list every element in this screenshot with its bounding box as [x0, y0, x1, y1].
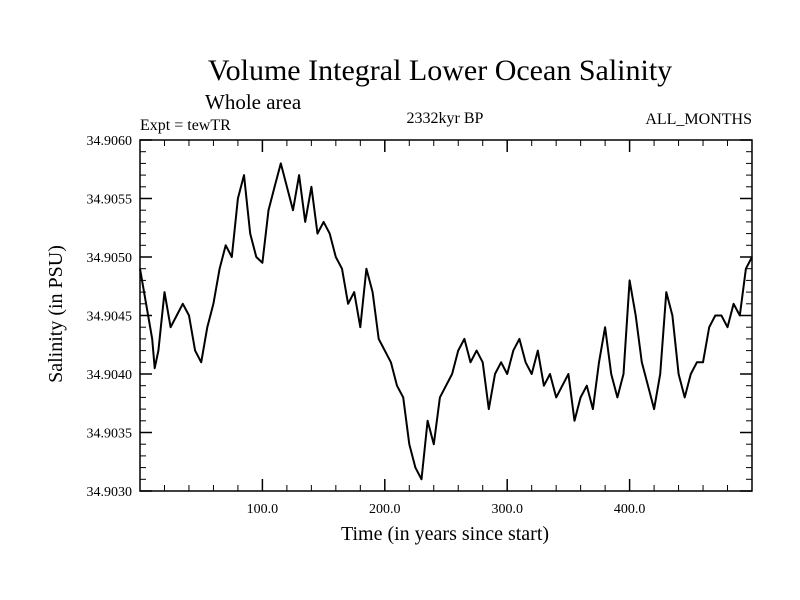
time-label: 2332kyr BP	[407, 110, 484, 127]
x-tick-label: 400.0	[614, 502, 646, 517]
y-tick-label: 34.9055	[87, 193, 133, 208]
y-tick-label: 34.9045	[87, 310, 133, 325]
x-tick-label: 300.0	[491, 502, 523, 517]
chart-subtitle: Whole area	[205, 90, 302, 114]
y-tick-label: 34.9030	[87, 485, 133, 500]
plot-frame	[139, 139, 753, 492]
chart-title: Volume Integral Lower Ocean Salinity	[208, 54, 672, 87]
y-axis-label: Salinity (in PSU)	[45, 245, 67, 383]
y-tick-label: 34.9050	[87, 251, 133, 266]
x-axis-label: Time (in years since start)	[341, 523, 549, 545]
y-tick-label: 34.9035	[87, 427, 133, 442]
months-label: ALL_MONTHS	[645, 111, 752, 128]
y-tick-label: 34.9040	[87, 368, 133, 383]
experiment-label: Expt = tewTR	[140, 117, 231, 134]
y-tick-label: 34.9060	[87, 134, 133, 149]
series-line-salinity	[139, 162, 753, 481]
x-tick-label: 100.0	[247, 502, 279, 517]
x-tick-label: 200.0	[369, 502, 401, 517]
